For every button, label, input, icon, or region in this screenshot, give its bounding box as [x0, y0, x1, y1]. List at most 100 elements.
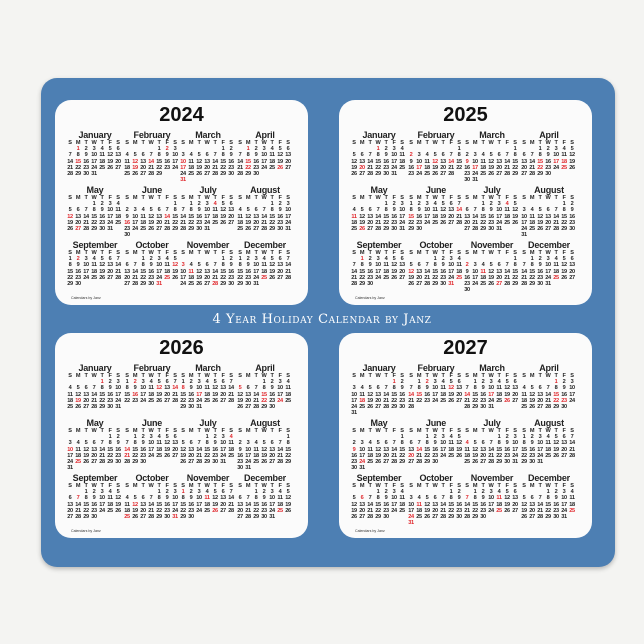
day: 12: [504, 495, 510, 502]
holiday-day: 9: [352, 446, 356, 453]
weekday-label: T: [368, 140, 372, 146]
day: 9: [76, 262, 80, 269]
day: 28: [180, 225, 186, 232]
day: 19: [488, 274, 494, 281]
month-july: July S M T W T F S 1 2 3 4 5 6 7 8 9 10 11 12 13 14 15 16 17 18 19…: [179, 418, 237, 465]
day: 27: [432, 513, 438, 520]
day: 22: [220, 274, 226, 281]
day: 9: [433, 440, 437, 447]
holiday-day: 25: [124, 513, 130, 520]
holiday-day: 1: [360, 256, 364, 263]
day: 11: [456, 262, 462, 269]
month-february: February S M T W T F S 1 2 3 4 5 6 7 8 9 10 11 12 13 14 15 16 17…: [407, 130, 465, 177]
day: 16: [164, 501, 170, 508]
day: 22: [156, 164, 162, 171]
weekday-label: F: [449, 140, 453, 146]
day: 18: [269, 158, 275, 165]
weekday-label: S: [352, 140, 356, 146]
weekday-label: T: [481, 428, 485, 434]
weekday-label: S: [409, 483, 413, 489]
weekday-label: T: [538, 140, 542, 146]
day: 20: [480, 452, 486, 459]
month-december: December S M T W T F S 1 2 3 4 5 6 7 8 9 10 11 12 13 14 15 16 17…: [236, 473, 294, 520]
day: 27: [359, 170, 365, 177]
day: 16: [529, 446, 535, 453]
day: 26: [367, 403, 373, 410]
day: 30: [351, 465, 357, 472]
weekday-label: T: [441, 483, 445, 489]
day: 15: [399, 446, 405, 453]
day: 15: [83, 501, 89, 508]
weekday-label: S: [238, 195, 242, 201]
day: 5: [221, 201, 225, 208]
day: 17: [351, 397, 357, 404]
day: 29: [537, 170, 543, 177]
day: 14: [212, 158, 218, 165]
day: 24: [424, 219, 430, 226]
day: 24: [83, 274, 89, 281]
day: 21: [529, 164, 535, 171]
day: 16: [456, 501, 462, 508]
day: 13: [115, 152, 121, 159]
day: 11: [140, 213, 146, 220]
week-row: 29 30 31: [179, 404, 237, 410]
holiday-day: 4: [465, 440, 469, 447]
day: 8: [189, 207, 193, 214]
holiday-day: 25: [164, 274, 170, 281]
day: 21: [367, 507, 373, 514]
week-row: 10 11 12 13 14 15 16: [66, 447, 124, 453]
day: 13: [164, 385, 170, 392]
day: 30: [164, 513, 170, 520]
day: 4: [189, 262, 193, 269]
day: 8: [125, 385, 129, 392]
weekday-label: W: [545, 428, 551, 434]
day: 22: [408, 219, 414, 226]
day: 20: [115, 158, 121, 165]
day: 12: [440, 207, 446, 214]
month-name: December: [244, 473, 286, 483]
day: 1: [92, 201, 96, 208]
day: 19: [220, 213, 226, 220]
week-row: 24 25 26 27 28 29 30: [350, 404, 408, 410]
day: 24: [107, 219, 113, 226]
day: 15: [156, 158, 162, 165]
day: 19: [172, 268, 178, 275]
weekday-label: T: [270, 428, 274, 434]
day: 20: [496, 274, 502, 281]
day: 13: [67, 501, 73, 508]
day: 27: [156, 225, 162, 232]
day: 21: [383, 397, 389, 404]
day: 8: [360, 262, 364, 269]
week-row: 14 15 16 17 18 19 20: [236, 159, 294, 165]
day: 16: [188, 501, 194, 508]
week-row: 12 13 14 15 16 17 18: [236, 392, 294, 398]
day: 11: [107, 495, 113, 502]
weekday-label: M: [416, 140, 422, 146]
day: 29: [375, 513, 381, 520]
day: 30: [277, 225, 283, 232]
day: 9: [546, 152, 550, 159]
day: 4: [481, 262, 485, 269]
day: 27: [237, 513, 243, 520]
day: 18: [261, 268, 267, 275]
day: 30: [440, 280, 446, 287]
day: 28: [124, 458, 130, 465]
month-january: January S M T W T F S 1 2 3 4 5 6 7 8 9 10 11 12 13 14 15 16 17 1…: [350, 363, 408, 416]
day: 24: [399, 219, 405, 226]
day: 7: [425, 262, 429, 269]
day: 25: [188, 170, 194, 177]
day: 11: [553, 262, 559, 269]
day: 6: [205, 152, 209, 159]
day: 1: [205, 434, 209, 441]
day: 26: [285, 507, 291, 514]
day: 26: [569, 164, 575, 171]
day: 16: [140, 446, 146, 453]
day: 18: [164, 268, 170, 275]
